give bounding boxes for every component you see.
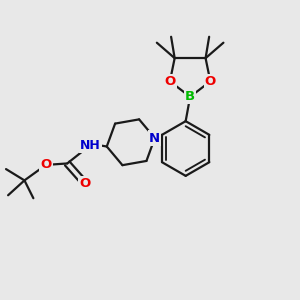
Text: O: O: [80, 177, 91, 190]
Text: O: O: [40, 158, 52, 171]
Text: O: O: [205, 75, 216, 88]
Text: B: B: [185, 90, 195, 103]
Text: NH: NH: [80, 139, 101, 152]
Text: O: O: [164, 75, 175, 88]
Text: N: N: [149, 131, 160, 145]
